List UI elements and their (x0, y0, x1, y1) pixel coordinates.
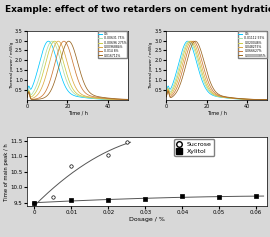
Text: Example: effect of two retarders on cement hydration: Example: effect of two retarders on ceme… (5, 5, 270, 14)
Legend: 0%, 0.01112 55%, 0.020048%, 0.048275%, 0.066627%, 0.00000085%: 0%, 0.01112 55%, 0.020048%, 0.048275%, 0… (238, 32, 267, 58)
Point (51, 195, 55, 199)
Y-axis label: Thermal power / mW/g: Thermal power / mW/g (10, 42, 14, 89)
Point (143, 197, 147, 201)
Point (125, 140, 129, 144)
Point (217, 195, 221, 199)
X-axis label: Dosage / %: Dosage / % (129, 217, 165, 222)
X-axis label: Time / h: Time / h (68, 110, 87, 115)
Point (106, 198, 110, 202)
Point (32, 201, 36, 205)
Legend: 0%, 0.00631 75%, 0.00696 275%, 0.0096884%, 0.014 8%, 0.016711%: 0%, 0.00631 75%, 0.00696 275%, 0.0096884… (97, 32, 127, 58)
Point (254, 194, 258, 198)
Legend: Sucrose, Xylitol: Sucrose, Xylitol (174, 139, 214, 156)
Y-axis label: Thermal power / mW/g: Thermal power / mW/g (149, 42, 153, 89)
Point (106, 153, 110, 156)
X-axis label: Time / h: Time / h (207, 110, 227, 115)
Point (32, 201, 36, 205)
Point (180, 194, 184, 198)
Point (69, 198, 73, 202)
Y-axis label: Time of main peak / h: Time of main peak / h (4, 143, 9, 201)
Point (69, 164, 73, 168)
